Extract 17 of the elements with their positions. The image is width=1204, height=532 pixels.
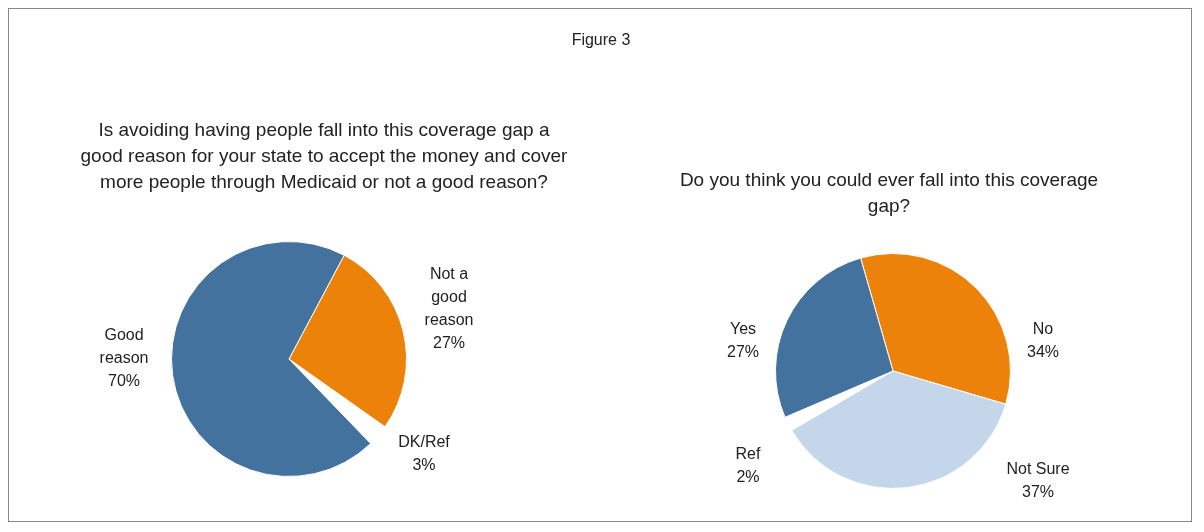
slice-label: DK/Ref — [398, 432, 451, 450]
slice-label: Yes — [729, 319, 757, 337]
data-label: 34% — [1026, 342, 1060, 360]
slice-label: Not a good reason — [424, 264, 474, 328]
slice-label: Ref — [735, 444, 761, 462]
chart-title: Is avoiding having people fall into this coverage gap a good reason for your state to accept the money and cover more people through Medicaid or not a good reason? — [79, 118, 569, 194]
data-label: 3% — [412, 455, 436, 473]
slice-label: Good reason — [99, 326, 149, 367]
data-label: 27% — [726, 342, 760, 360]
data-label: 70% — [107, 372, 141, 390]
data-label: 27% — [432, 333, 466, 351]
caption: Figure 3 — [570, 31, 632, 49]
chart-title: Do you think you could ever fall into this coverage gap? — [678, 168, 1100, 218]
data-label: 37% — [1021, 482, 1055, 500]
slice-label: No — [1032, 319, 1054, 337]
data-label: 2% — [736, 467, 760, 485]
slice-label: Not Sure — [1006, 459, 1070, 477]
